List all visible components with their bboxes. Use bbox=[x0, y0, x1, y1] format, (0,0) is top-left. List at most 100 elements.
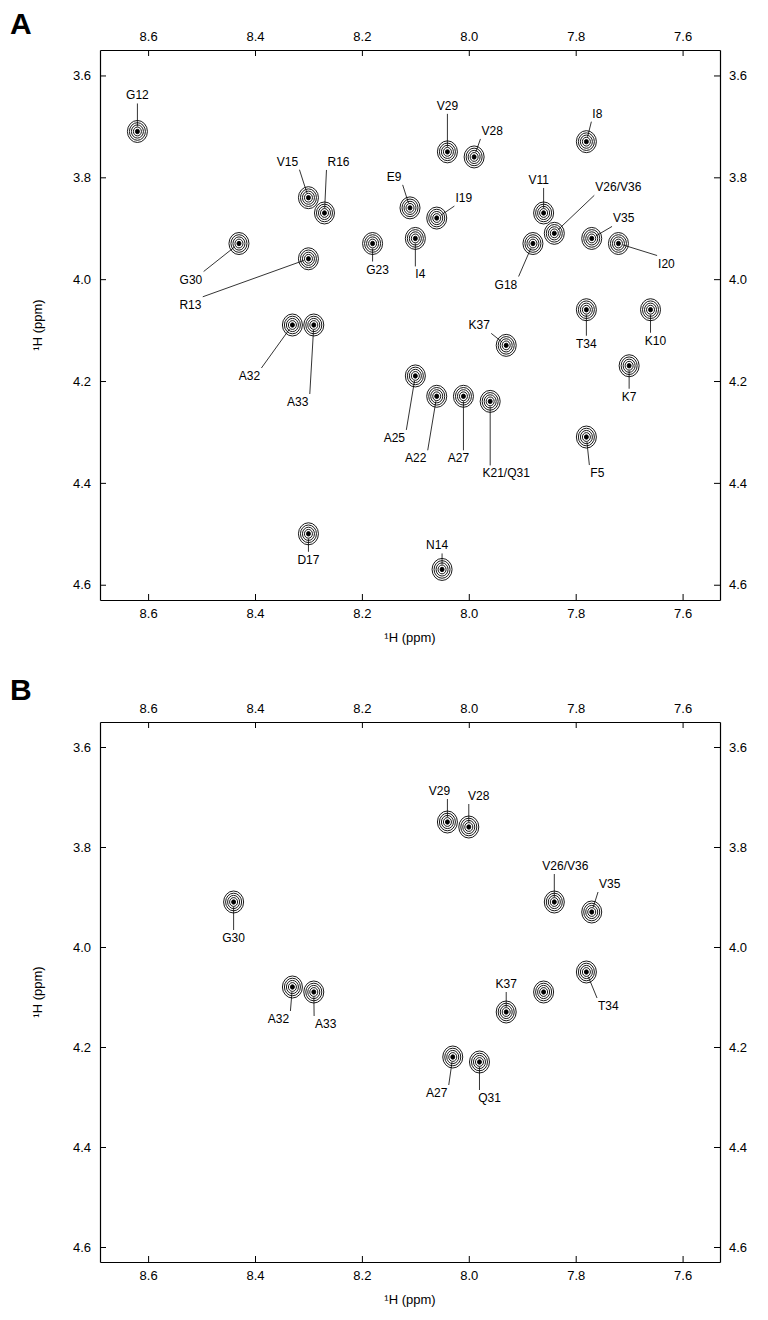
tick: 8.0 bbox=[460, 701, 478, 728]
tick: 4.0 bbox=[73, 272, 106, 287]
contour-ring bbox=[371, 241, 375, 245]
leader-line bbox=[447, 799, 448, 817]
peak bbox=[229, 233, 249, 255]
contour-ring bbox=[484, 395, 496, 408]
axis-line bbox=[101, 600, 721, 601]
contour-ring bbox=[649, 308, 653, 312]
contour-ring bbox=[445, 1048, 461, 1066]
contour-ring bbox=[540, 988, 548, 997]
tick-label: 3.6 bbox=[729, 740, 747, 755]
tick-mark bbox=[683, 1256, 684, 1262]
contour-ring bbox=[588, 234, 596, 243]
tick-mark bbox=[100, 381, 106, 382]
contour-ring bbox=[443, 818, 451, 827]
contour-ring bbox=[500, 339, 512, 352]
tick: 8.2 bbox=[353, 1256, 371, 1283]
peak-label: K37 bbox=[469, 318, 491, 332]
tick-mark bbox=[100, 1247, 106, 1248]
peak-label: A27 bbox=[426, 1086, 448, 1100]
tick-mark bbox=[100, 177, 106, 178]
tick-label: 8.2 bbox=[353, 701, 371, 716]
tick-mark bbox=[362, 50, 363, 56]
peak-label: A22 bbox=[405, 451, 427, 465]
leader-line bbox=[428, 401, 436, 450]
contour-ring bbox=[302, 527, 314, 540]
contour-ring bbox=[406, 203, 414, 212]
tick-mark bbox=[576, 722, 577, 728]
contour-ring bbox=[286, 980, 298, 993]
contour-ring bbox=[304, 314, 324, 336]
peak-label: V28 bbox=[481, 124, 503, 138]
tick-label: 8.6 bbox=[140, 1268, 158, 1283]
peak-label: V15 bbox=[277, 155, 299, 169]
contour-ring bbox=[576, 131, 596, 153]
peak-label: A27 bbox=[448, 451, 470, 465]
tick-mark bbox=[714, 947, 720, 948]
tick-label: 4.6 bbox=[729, 577, 747, 592]
tick-label: 4.4 bbox=[729, 1140, 747, 1155]
tick-mark bbox=[100, 75, 106, 76]
tick-label: 4.6 bbox=[729, 1240, 747, 1255]
peak bbox=[523, 233, 543, 255]
tick: 7.6 bbox=[674, 29, 692, 56]
contour-ring bbox=[298, 187, 318, 209]
tick: 4.4 bbox=[714, 1140, 747, 1155]
leader-line bbox=[406, 381, 414, 430]
tick-label: 3.8 bbox=[729, 170, 747, 185]
tick-label: 4.0 bbox=[729, 272, 747, 287]
contour-ring bbox=[647, 305, 655, 314]
peak-label: I8 bbox=[592, 107, 602, 121]
tick: 8.2 bbox=[353, 594, 371, 621]
tick: 4.4 bbox=[73, 476, 106, 491]
contour-ring bbox=[540, 209, 548, 218]
y-axis-left: 3.63.84.04.24.44.6 bbox=[73, 51, 106, 601]
peak bbox=[582, 227, 602, 249]
tick-mark bbox=[362, 1256, 363, 1262]
tick-mark bbox=[255, 1256, 256, 1262]
contour-ring bbox=[408, 206, 412, 210]
contour-ring bbox=[580, 135, 592, 148]
tick: 3.6 bbox=[73, 740, 106, 755]
leader-line bbox=[490, 406, 491, 465]
contour-ring bbox=[582, 901, 602, 923]
peak bbox=[282, 314, 302, 336]
tick: 4.0 bbox=[714, 272, 747, 287]
contour-ring bbox=[413, 374, 417, 378]
tick-label: 7.8 bbox=[567, 701, 585, 716]
peak bbox=[443, 1046, 463, 1068]
tick: 8.4 bbox=[246, 29, 264, 56]
contour-ring bbox=[472, 155, 476, 159]
tick: 4.2 bbox=[714, 1040, 747, 1055]
tick-mark bbox=[100, 483, 106, 484]
contour-ring bbox=[461, 394, 465, 398]
tick-label: 8.4 bbox=[246, 1268, 264, 1283]
contour-ring bbox=[550, 229, 558, 238]
panel: 8.68.48.28.07.87.68.68.48.28.07.87.63.63… bbox=[10, 7, 747, 645]
tick-label: 4.0 bbox=[73, 940, 91, 955]
contour-ring bbox=[582, 227, 602, 249]
tick-mark bbox=[100, 585, 106, 586]
tick: 3.8 bbox=[714, 840, 747, 855]
peak-label: N14 bbox=[426, 538, 448, 552]
contour-ring bbox=[411, 372, 419, 381]
contour-ring bbox=[290, 323, 294, 327]
peak-label: V28 bbox=[468, 789, 490, 803]
contour-ring bbox=[612, 237, 624, 250]
peak-label: E9 bbox=[387, 170, 402, 184]
tick: 4.6 bbox=[73, 1240, 106, 1255]
contour-ring bbox=[318, 206, 330, 219]
peak-label: V35 bbox=[599, 877, 621, 891]
peak-label: G30 bbox=[222, 931, 245, 945]
tick-label: 8.2 bbox=[353, 606, 371, 621]
peak bbox=[427, 207, 447, 229]
peak-label: Q31 bbox=[478, 1091, 501, 1105]
tick-mark bbox=[148, 50, 149, 56]
leader-line bbox=[596, 226, 612, 235]
peaks bbox=[224, 811, 602, 1073]
contour-ring bbox=[306, 257, 310, 261]
contour-ring bbox=[433, 392, 441, 401]
contour-ring bbox=[584, 139, 588, 143]
leader-line bbox=[593, 892, 598, 907]
peak-label: A32 bbox=[268, 1012, 290, 1026]
peak-label: K7 bbox=[622, 390, 637, 404]
